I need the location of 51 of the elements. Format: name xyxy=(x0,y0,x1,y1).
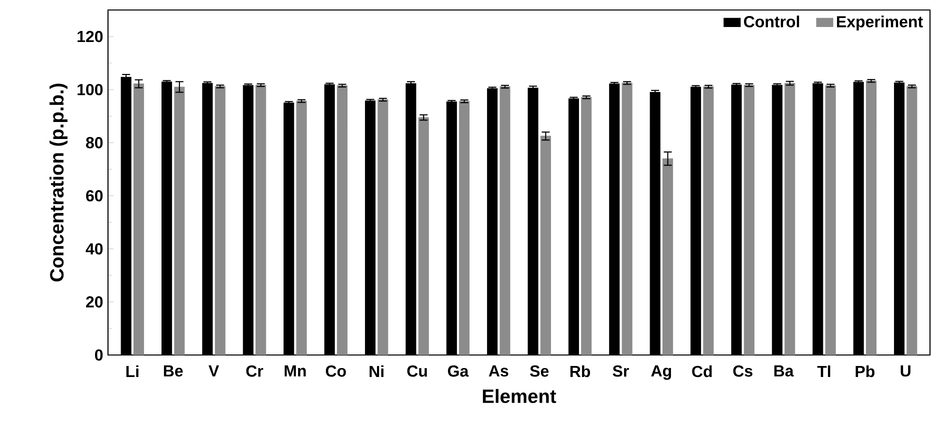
y-tick-label: 40 xyxy=(86,243,103,254)
x-tick-label: Cd xyxy=(692,365,712,378)
bar xyxy=(500,86,510,355)
bar xyxy=(866,80,876,355)
bar xyxy=(744,84,754,355)
x-tick-label: Rb xyxy=(570,365,590,378)
bar xyxy=(256,84,266,355)
bar xyxy=(540,136,551,355)
x-tick-label: Co xyxy=(326,365,346,377)
bar xyxy=(174,86,185,355)
x-tick-label: Sr xyxy=(612,365,629,377)
x-tick-label: Se xyxy=(530,365,549,377)
x-tick-label: Be xyxy=(164,365,183,377)
x-tick-label: Ni xyxy=(370,365,384,377)
x-tick-label: Li xyxy=(126,365,138,377)
bar xyxy=(296,100,307,355)
legend-label: Experiment xyxy=(836,16,923,31)
bar xyxy=(336,85,348,355)
y-tick-label: 100 xyxy=(78,84,103,96)
bar xyxy=(784,82,796,355)
y-tick-label: 80 xyxy=(86,137,103,148)
x-tick-label: Mn xyxy=(284,365,306,376)
bar xyxy=(378,99,388,355)
bar xyxy=(133,84,144,355)
x-tick-label: As xyxy=(488,365,508,377)
bar xyxy=(703,86,714,355)
y-tick-label: 120 xyxy=(78,30,103,42)
bar xyxy=(581,97,592,355)
legend-label: Control xyxy=(744,16,800,28)
x-tick-label: Pb xyxy=(856,365,874,378)
x-tick-label: Tl xyxy=(817,365,830,377)
bar xyxy=(459,101,470,355)
y-axis-title: Concentration (p.p.b.) xyxy=(50,84,68,282)
x-axis-title: Element xyxy=(482,388,556,404)
bar xyxy=(418,117,429,355)
x-tick-label: Cr xyxy=(246,365,264,377)
y-tick-label: 0 xyxy=(95,349,103,361)
bar xyxy=(825,85,836,355)
x-tick-label: Ba xyxy=(774,365,794,377)
x-tick-label: U xyxy=(900,365,910,377)
y-tick-label: 20 xyxy=(86,296,103,308)
bar xyxy=(906,86,918,355)
y-tick-label: 60 xyxy=(86,190,103,202)
x-tick-label: Ga xyxy=(448,365,469,377)
x-tick-label: Ag xyxy=(651,365,672,380)
x-tick-label: Cs xyxy=(733,365,752,377)
bar xyxy=(662,158,674,355)
x-tick-label: V xyxy=(208,365,220,376)
bar xyxy=(214,86,226,355)
x-tick-label: Cu xyxy=(407,365,427,377)
bar xyxy=(622,82,632,355)
